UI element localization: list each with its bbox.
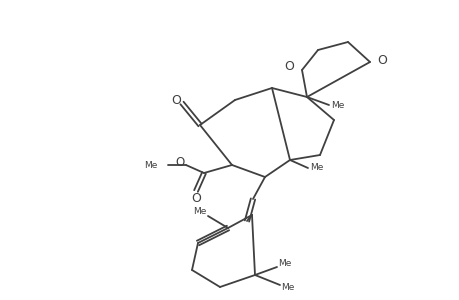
Text: O: O <box>171 94 180 106</box>
Text: Me: Me <box>330 100 344 109</box>
Text: O: O <box>284 59 293 73</box>
Text: Me: Me <box>193 208 206 217</box>
Text: Me: Me <box>310 164 323 172</box>
Text: O: O <box>175 155 184 169</box>
Text: Me: Me <box>281 284 294 292</box>
Text: Me: Me <box>278 260 291 268</box>
Text: Me: Me <box>144 160 157 169</box>
Text: O: O <box>376 53 386 67</box>
Text: O: O <box>190 193 201 206</box>
